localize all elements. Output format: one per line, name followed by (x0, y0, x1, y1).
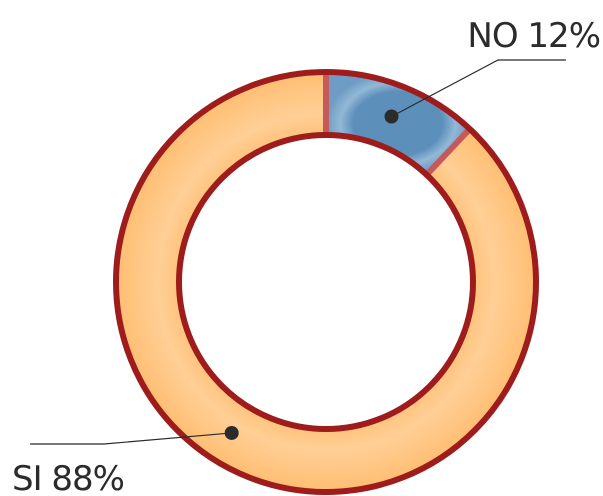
callout-label-si: SI 88% (12, 459, 124, 496)
leader-line-no (391, 59, 566, 118)
marker-dot-no (384, 109, 399, 124)
callout-label-no: NO 12% (467, 16, 600, 56)
leader-line-si (30, 432, 232, 445)
ring-outline-layer (113, 69, 539, 495)
marker-dot-si (224, 425, 239, 440)
ring-inner-outline (176, 132, 476, 432)
donut-slice-no (326, 72, 470, 175)
slice-separator-1 (424, 126, 472, 177)
callout-layer: NO 12% SI 88% (12, 16, 601, 496)
ring-outer-outline (113, 69, 539, 495)
